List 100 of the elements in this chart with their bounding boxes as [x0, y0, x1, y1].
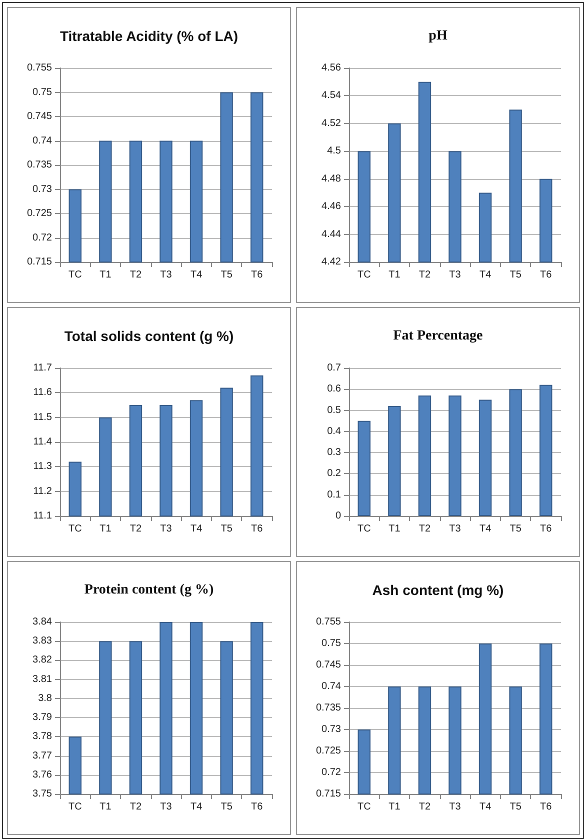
- y-tick-label: 4.46: [322, 201, 342, 212]
- x-tick-label: TC: [357, 270, 371, 280]
- y-tick-label: 0.755: [26, 62, 52, 74]
- x-tick-label: T3: [449, 270, 462, 280]
- y-tick-label: 0.5: [327, 404, 342, 416]
- y-tick-label: 4.52: [322, 118, 342, 129]
- y-tick-label: 4.56: [322, 62, 342, 74]
- x-tick-label: T2: [130, 524, 142, 534]
- y-tick-label: 0.745: [316, 660, 342, 670]
- y-tick-label: 0: [335, 510, 342, 522]
- x-tick-label: T6: [251, 524, 264, 534]
- y-tick-label: 3.8: [38, 692, 52, 704]
- y-tick-label: 4.44: [322, 228, 342, 240]
- y-tick-label: 0.6: [327, 384, 342, 395]
- y-tick-label: 3.75: [32, 788, 52, 800]
- x-tick-label: TC: [357, 802, 371, 812]
- y-tick-label: 0.715: [316, 788, 342, 800]
- chart-title: Fat Percentage: [393, 328, 483, 344]
- bar: [418, 395, 432, 516]
- x-tick-label: T2: [418, 802, 431, 812]
- bar: [358, 420, 371, 516]
- x-tick-label: T2: [418, 524, 431, 534]
- x-tick-label: T1: [388, 270, 401, 280]
- y-tick-label: 0.725: [26, 208, 52, 219]
- bar: [509, 389, 522, 516]
- bar: [448, 395, 462, 516]
- y-tick-label: 3.82: [32, 654, 52, 666]
- y-tick-label: 11.7: [33, 362, 52, 374]
- x-tick-label: T5: [510, 524, 522, 534]
- y-tick-label: 4.5: [327, 146, 342, 157]
- x-tick-label: T4: [190, 270, 203, 280]
- x-tick-label: TC: [68, 270, 82, 280]
- y-tick-label: 3.79: [32, 712, 52, 724]
- y-tick-label: 0.735: [26, 160, 52, 170]
- y-tick-label: 11.2: [33, 486, 52, 497]
- y-tick-label: 0.72: [32, 232, 52, 244]
- y-tick-label: 0.73: [32, 184, 52, 195]
- chart-title: Ash content (mg %): [372, 582, 504, 598]
- y-tick-label: 4.48: [322, 173, 342, 184]
- y-tick-label: 4.54: [322, 90, 342, 102]
- x-tick-label: T3: [449, 524, 462, 534]
- y-tick-label: 3.77: [32, 750, 52, 762]
- y-tick-label: 0.2: [327, 468, 342, 480]
- x-tick-label: T5: [510, 270, 522, 280]
- y-tick-label: 11.3: [33, 461, 52, 472]
- y-tick-label: 3.83: [32, 636, 52, 647]
- y-tick-label: 11.4: [33, 436, 52, 448]
- x-tick-label: T1: [388, 802, 401, 812]
- x-tick-label: T4: [190, 802, 203, 812]
- y-tick-label: 0.72: [322, 767, 342, 778]
- x-tick-label: TC: [357, 524, 371, 534]
- x-tick-label: T3: [449, 802, 462, 812]
- bar: [478, 400, 492, 516]
- x-tick-label: T5: [220, 270, 233, 280]
- y-tick-label: 0.74: [322, 681, 342, 692]
- chart-title: Titratable Acidity (% of LA): [60, 28, 238, 44]
- x-tick-label: T3: [160, 802, 172, 812]
- y-tick-label: 0.745: [26, 111, 52, 122]
- x-tick-label: TC: [68, 524, 82, 534]
- bar: [539, 384, 552, 516]
- x-tick-label: T6: [540, 270, 552, 280]
- x-tick-label: T4: [190, 524, 203, 534]
- y-tick-label: 3.78: [32, 731, 52, 742]
- x-tick-label: T1: [388, 524, 401, 534]
- chart-title: pH: [428, 28, 448, 44]
- y-tick-label: 0.725: [316, 746, 342, 756]
- y-tick-label: 11.5: [33, 412, 52, 423]
- y-tick-label: 0.75: [322, 638, 342, 649]
- y-tick-label: 11.6: [33, 387, 52, 398]
- x-tick-label: TC: [68, 802, 82, 812]
- y-tick-label: 3.76: [32, 769, 52, 780]
- x-tick-label: T5: [220, 524, 233, 534]
- x-tick-label: T6: [540, 524, 552, 534]
- x-tick-label: T6: [251, 270, 264, 280]
- x-tick-label: T2: [130, 270, 142, 280]
- x-tick-label: T6: [251, 802, 264, 812]
- y-tick-label: 0.7: [327, 362, 342, 374]
- y-tick-label: 0.74: [32, 135, 52, 146]
- x-tick-label: T3: [160, 270, 172, 280]
- y-tick-label: 0.755: [316, 616, 342, 628]
- x-tick-label: T3: [160, 524, 172, 534]
- chart-title: Total solids content (g %): [64, 328, 234, 344]
- x-tick-label: T2: [130, 802, 142, 812]
- y-tick-label: 0.735: [316, 702, 342, 714]
- y-tick-label: 11.1: [33, 510, 52, 522]
- x-tick-label: T6: [540, 802, 552, 812]
- y-tick-label: 0.4: [327, 426, 342, 437]
- y-tick-label: 0.1: [327, 489, 342, 500]
- x-tick-label: T4: [479, 524, 492, 534]
- y-tick-label: 0.3: [327, 447, 342, 458]
- y-tick-label: 4.42: [322, 256, 342, 268]
- y-tick-label: 3.84: [32, 616, 52, 628]
- x-tick-label: T2: [418, 270, 431, 280]
- x-tick-label: T5: [220, 802, 233, 812]
- chart-title: Protein content (g %): [84, 582, 214, 598]
- y-tick-label: 0.73: [322, 724, 342, 735]
- y-tick-label: 0.715: [26, 256, 52, 268]
- x-tick-label: T1: [100, 524, 112, 534]
- y-tick-label: 0.75: [32, 86, 52, 98]
- x-tick-label: T5: [510, 802, 522, 812]
